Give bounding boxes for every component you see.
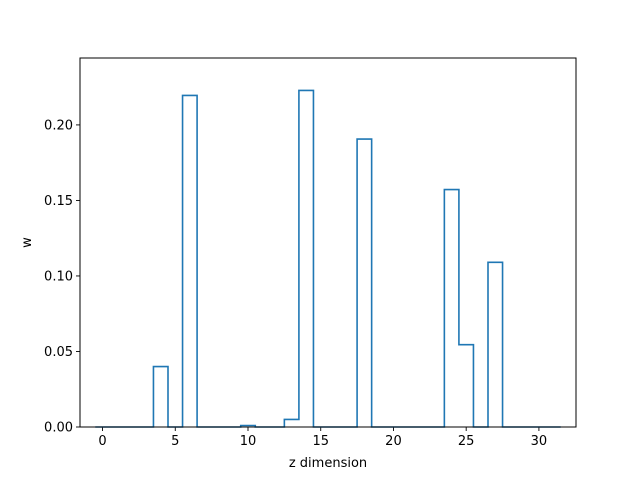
x-axis-label: z dimension — [289, 456, 367, 471]
y-tick-label: 0.05 — [44, 345, 73, 360]
x-tick-label: 0 — [98, 434, 106, 449]
x-tick-label: 20 — [385, 434, 402, 449]
x-tick-label: 25 — [458, 434, 475, 449]
x-tick-label: 10 — [240, 434, 257, 449]
y-tick-label: 0.00 — [44, 421, 73, 436]
plot-frame — [79, 57, 577, 428]
y-axis-label: w — [20, 237, 35, 248]
ticks-group: 0 5 10 15 20 25 30 0.00 0.05 0.10 0.15 0.20 — [44, 118, 547, 449]
y-tick-label: 0.15 — [44, 194, 73, 209]
plot-area — [80, 58, 576, 427]
y-tick-label: 0.20 — [44, 118, 73, 133]
x-tick-label: 5 — [171, 434, 179, 449]
x-tick-label: 15 — [312, 434, 329, 449]
x-tick-label: 30 — [531, 434, 548, 449]
y-tick-label: 0.10 — [44, 269, 73, 284]
